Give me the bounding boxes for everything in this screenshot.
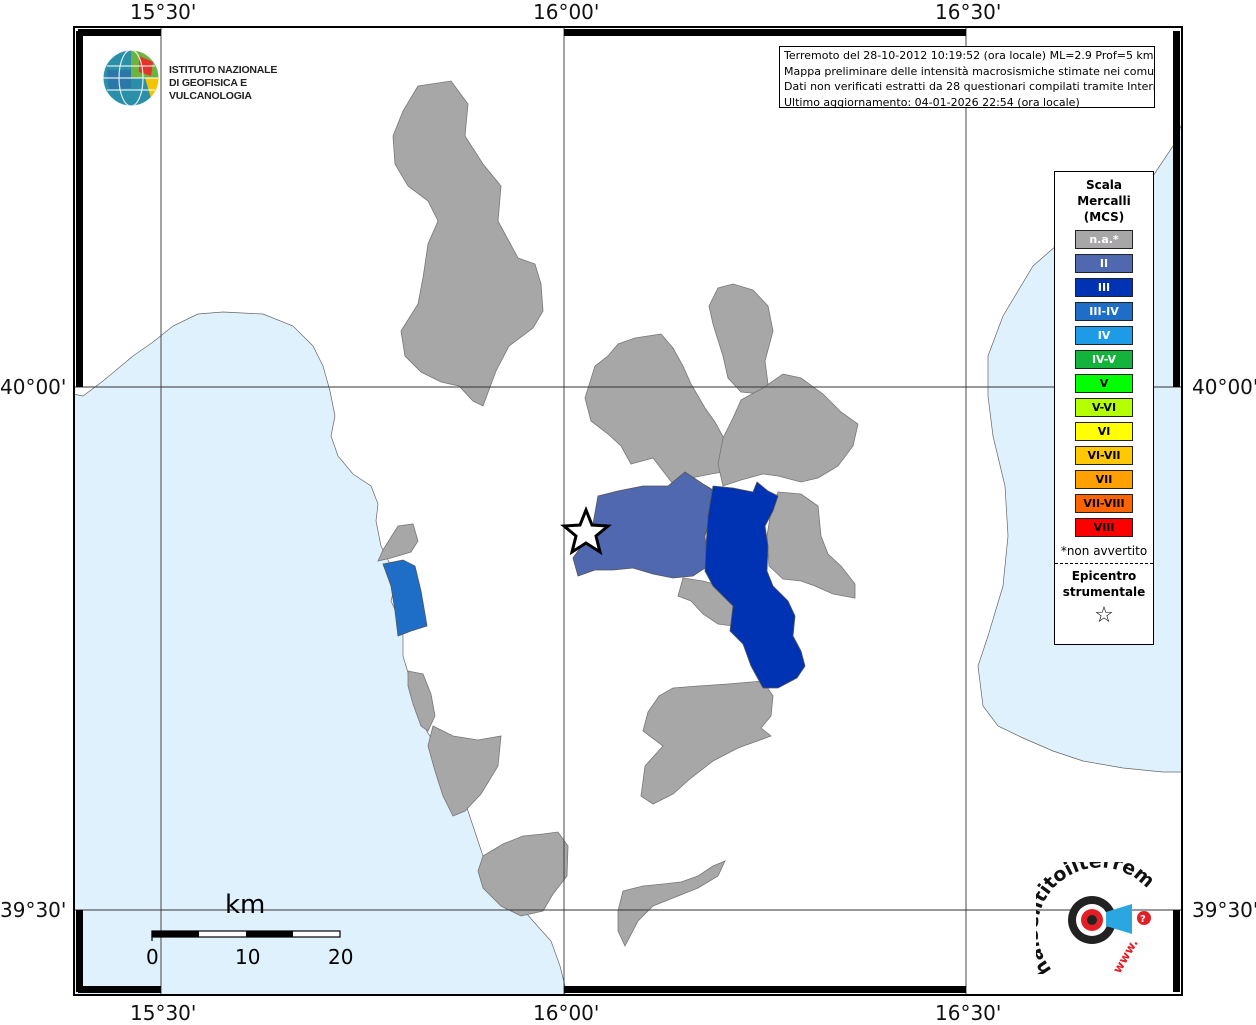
- legend-title-line1: Scala: [1085, 178, 1123, 192]
- ingv-name-line1: ISTITUTO NAZIONALE: [169, 64, 278, 76]
- event-info-box: Terremoto del 28-10-2012 10:19:52 (ora l…: [779, 46, 1155, 108]
- ingv-name-line2: DI GEOFISICA E VULCANOLOGIA: [169, 77, 252, 102]
- scale-tick-10: 10: [235, 945, 261, 969]
- legend-title-line3: (MCS): [1083, 210, 1125, 224]
- graticule: [73, 26, 1183, 996]
- info-line-4: Ultimo aggiornamento: 04-01-2026 22:54 (…: [784, 95, 1080, 108]
- scale-unit: km: [225, 890, 266, 920]
- municipality-intensity-III-IV: [382, 559, 428, 637]
- legend-star-icon: ☆: [1094, 603, 1114, 628]
- scale-bar: km 0 10 20: [140, 890, 370, 970]
- legend-note: *non avvertito: [1060, 544, 1148, 558]
- globe-icon: [102, 49, 160, 107]
- legend-item-iii: III: [1075, 278, 1133, 297]
- legend-item-vii: VII: [1075, 470, 1133, 489]
- lon-label-bottom-1: 15°30': [130, 1001, 197, 1025]
- target-icon: [1068, 896, 1132, 944]
- lon-label-top-2: 16°00': [533, 0, 600, 24]
- lat-label-left-2: 39°30': [0, 898, 67, 922]
- municipality-coast-2: [407, 670, 436, 732]
- legend-item-iiiiv: III-IV: [1075, 302, 1133, 321]
- municipality-north-4: [717, 373, 859, 487]
- lat-label-right-2: 39°30': [1192, 898, 1256, 922]
- legend-epicenter-line1: Epicentro: [1071, 569, 1137, 583]
- map-border: [73, 26, 1183, 996]
- haisentito-www: www.: [1110, 936, 1141, 974]
- svg-text:?: ?: [1140, 914, 1146, 925]
- scale-tick-20: 20: [328, 945, 354, 969]
- scale-bar-graphic: [151, 930, 341, 941]
- lon-label-bottom-2: 16°00': [533, 1001, 600, 1025]
- epicenter-star-icon: [560, 505, 612, 556]
- municipality-intensity-III: [704, 481, 806, 689]
- legend-item-vivii: VI-VII: [1075, 446, 1133, 465]
- lon-label-top-3: 16°30': [935, 0, 1002, 24]
- intensity-map: [73, 26, 1183, 996]
- legend-item-iv: IV: [1075, 326, 1133, 345]
- legend-item-viiviii: VII-VIII: [1075, 494, 1133, 513]
- legend-item-vi: VI: [1075, 422, 1133, 441]
- mcs-legend: Scala Mercalli (MCS) n.a.* II III III-IV IV I…: [1054, 171, 1154, 645]
- municipality-coast-1: [377, 523, 419, 562]
- frame-ticks: [76, 29, 1180, 993]
- scale-tick-0: 0: [146, 945, 159, 969]
- lon-label-bottom-3: 16°30': [935, 1001, 1002, 1025]
- lat-label-left-1: 40°00': [0, 375, 67, 399]
- municipality-intensity-II: [572, 471, 714, 579]
- legend-item-na: n.a.*: [1075, 230, 1133, 249]
- legend-epicenter-label: Epicentro strumentale: [1055, 568, 1153, 600]
- legend-title: Scala Mercalli (MCS): [1055, 177, 1153, 225]
- legend-items: n.a.* II III III-IV IV IV-V V V-VI VI VI-VII VII VI…: [1055, 230, 1153, 537]
- municipality-south-2: [477, 831, 569, 917]
- ingv-logo: ISTITUTO NAZIONALE DI GEOFISICA E VULCAN…: [101, 48, 331, 110]
- legend-title-line2: Mercalli: [1077, 194, 1131, 208]
- info-line-3: Dati non verificati estratti da 28 quest…: [784, 80, 1155, 93]
- haisentito-graphic: haisentitoilterremoto.it ? www.: [1020, 845, 1158, 980]
- municipality-north-1: [392, 80, 544, 407]
- not-felt-areas: [377, 80, 859, 947]
- municipality-coast-3: [427, 725, 502, 817]
- legend-divider: [1055, 563, 1153, 564]
- legend-item-v: V: [1075, 374, 1133, 393]
- legend-item-vvi: V-VI: [1075, 398, 1133, 417]
- legend-item-ivv: IV-V: [1075, 350, 1133, 369]
- municipality-north-2: [584, 333, 729, 485]
- legend-epicenter-line2: strumentale: [1062, 585, 1146, 599]
- lat-label-right-1: 40°00': [1192, 375, 1256, 399]
- legend-item-ii: II: [1075, 254, 1133, 273]
- info-line-2: Mappa preliminare delle intensità macros…: [784, 64, 1155, 78]
- municipality-south-3: [617, 860, 726, 947]
- info-line-1: Terremoto del 28-10-2012 10:19:52 (ora l…: [784, 49, 1154, 62]
- lon-label-top-1: 15°30': [130, 0, 197, 24]
- haisentito-logo: haisentitoilterremoto.it ? www.: [1020, 845, 1166, 980]
- legend-item-viii: VIII: [1075, 518, 1133, 537]
